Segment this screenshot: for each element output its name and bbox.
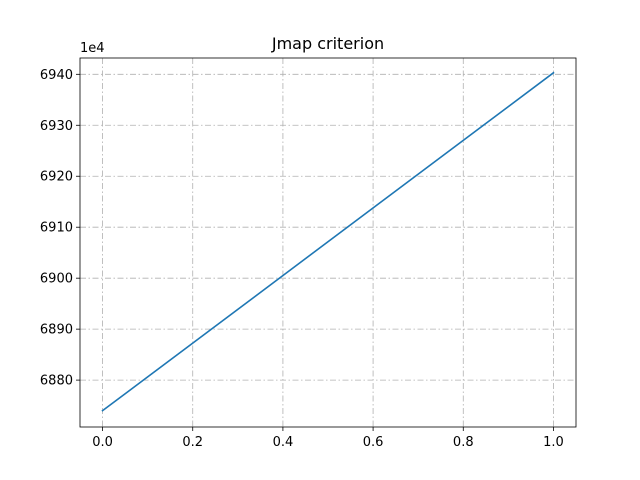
series-layer	[101, 71, 555, 412]
x-tick-label: 0.0	[92, 435, 113, 450]
x-tick-label: 0.4	[273, 435, 294, 450]
x-tick-label: 0.2	[182, 435, 203, 450]
y-tick-label: 6910	[40, 221, 73, 236]
y-tick-label: 6940	[40, 68, 73, 83]
y-tick-label: 6900	[40, 272, 73, 287]
series-line	[101, 71, 555, 412]
y-tick-label: 6880	[40, 374, 73, 389]
grid-layer	[80, 58, 576, 427]
y-axis-offset-label: 1e4	[80, 41, 105, 56]
tick-layer: 0.0 0.2 0.4 0.6 0.8 1.0 6880 6890 6900 6910 6920 69…	[40, 68, 564, 450]
axes-frame	[79, 57, 577, 428]
y-tick-label: 6920	[40, 170, 73, 185]
x-tick-label: 0.6	[363, 435, 384, 450]
y-tick-label: 6890	[40, 323, 73, 338]
x-tick-label: 1.0	[543, 435, 564, 450]
y-tick-label: 6930	[40, 119, 73, 134]
chart-title: Jmap criterion	[271, 34, 384, 53]
x-tick-label: 0.8	[453, 435, 474, 450]
